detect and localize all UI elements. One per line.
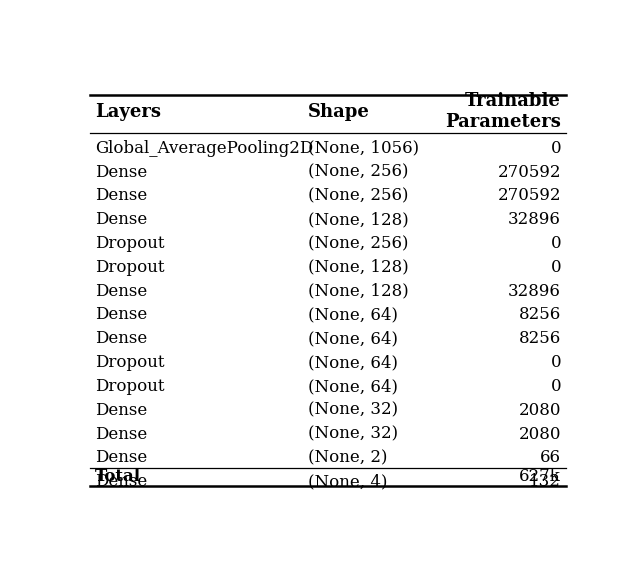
- Text: (None, 4): (None, 4): [308, 473, 388, 490]
- Text: Dropout: Dropout: [95, 235, 164, 252]
- Text: (None, 64): (None, 64): [308, 354, 398, 371]
- Text: Dense: Dense: [95, 449, 147, 466]
- Text: Layers: Layers: [95, 103, 161, 121]
- Text: Dense: Dense: [95, 402, 147, 419]
- Text: Trainable
Parameters: Trainable Parameters: [445, 92, 561, 131]
- Text: Dense: Dense: [95, 330, 147, 347]
- Text: (None, 2): (None, 2): [308, 449, 388, 466]
- Text: 270592: 270592: [498, 187, 561, 205]
- Text: (None, 256): (None, 256): [308, 187, 409, 205]
- Text: (None, 256): (None, 256): [308, 235, 409, 252]
- Text: Dense: Dense: [95, 187, 147, 205]
- Text: 0: 0: [550, 378, 561, 395]
- Text: (None, 128): (None, 128): [308, 211, 409, 228]
- Text: Dense: Dense: [95, 211, 147, 228]
- Text: 270592: 270592: [498, 163, 561, 180]
- Text: Dropout: Dropout: [95, 259, 164, 276]
- Text: (None, 64): (None, 64): [308, 307, 398, 323]
- Text: Dropout: Dropout: [95, 378, 164, 395]
- Text: Dense: Dense: [95, 307, 147, 323]
- Text: 0: 0: [550, 140, 561, 156]
- Text: (None, 32): (None, 32): [308, 402, 398, 419]
- Text: 2080: 2080: [518, 402, 561, 419]
- Text: (None, 256): (None, 256): [308, 163, 409, 180]
- Text: Global_AveragePooling2D: Global_AveragePooling2D: [95, 140, 313, 156]
- Text: Dense: Dense: [95, 426, 147, 442]
- Text: 8256: 8256: [519, 330, 561, 347]
- Text: 32896: 32896: [508, 282, 561, 300]
- Text: Dropout: Dropout: [95, 354, 164, 371]
- Text: Total: Total: [95, 468, 141, 485]
- Text: (None, 32): (None, 32): [308, 426, 398, 442]
- Text: (None, 1056): (None, 1056): [308, 140, 419, 156]
- Text: 0: 0: [550, 259, 561, 276]
- Text: 32896: 32896: [508, 211, 561, 228]
- Text: 0: 0: [550, 235, 561, 252]
- Text: 0: 0: [550, 354, 561, 371]
- Text: (None, 64): (None, 64): [308, 330, 398, 347]
- Text: 2080: 2080: [518, 426, 561, 442]
- Text: (None, 128): (None, 128): [308, 282, 409, 300]
- Text: Dense: Dense: [95, 163, 147, 180]
- Text: 66: 66: [540, 449, 561, 466]
- Text: Dense: Dense: [95, 282, 147, 300]
- Text: 627k: 627k: [520, 468, 561, 485]
- Text: (None, 64): (None, 64): [308, 378, 398, 395]
- Text: 132: 132: [529, 473, 561, 490]
- Text: 8256: 8256: [519, 307, 561, 323]
- Text: Shape: Shape: [308, 103, 370, 121]
- Text: (None, 128): (None, 128): [308, 259, 409, 276]
- Text: Dense: Dense: [95, 473, 147, 490]
